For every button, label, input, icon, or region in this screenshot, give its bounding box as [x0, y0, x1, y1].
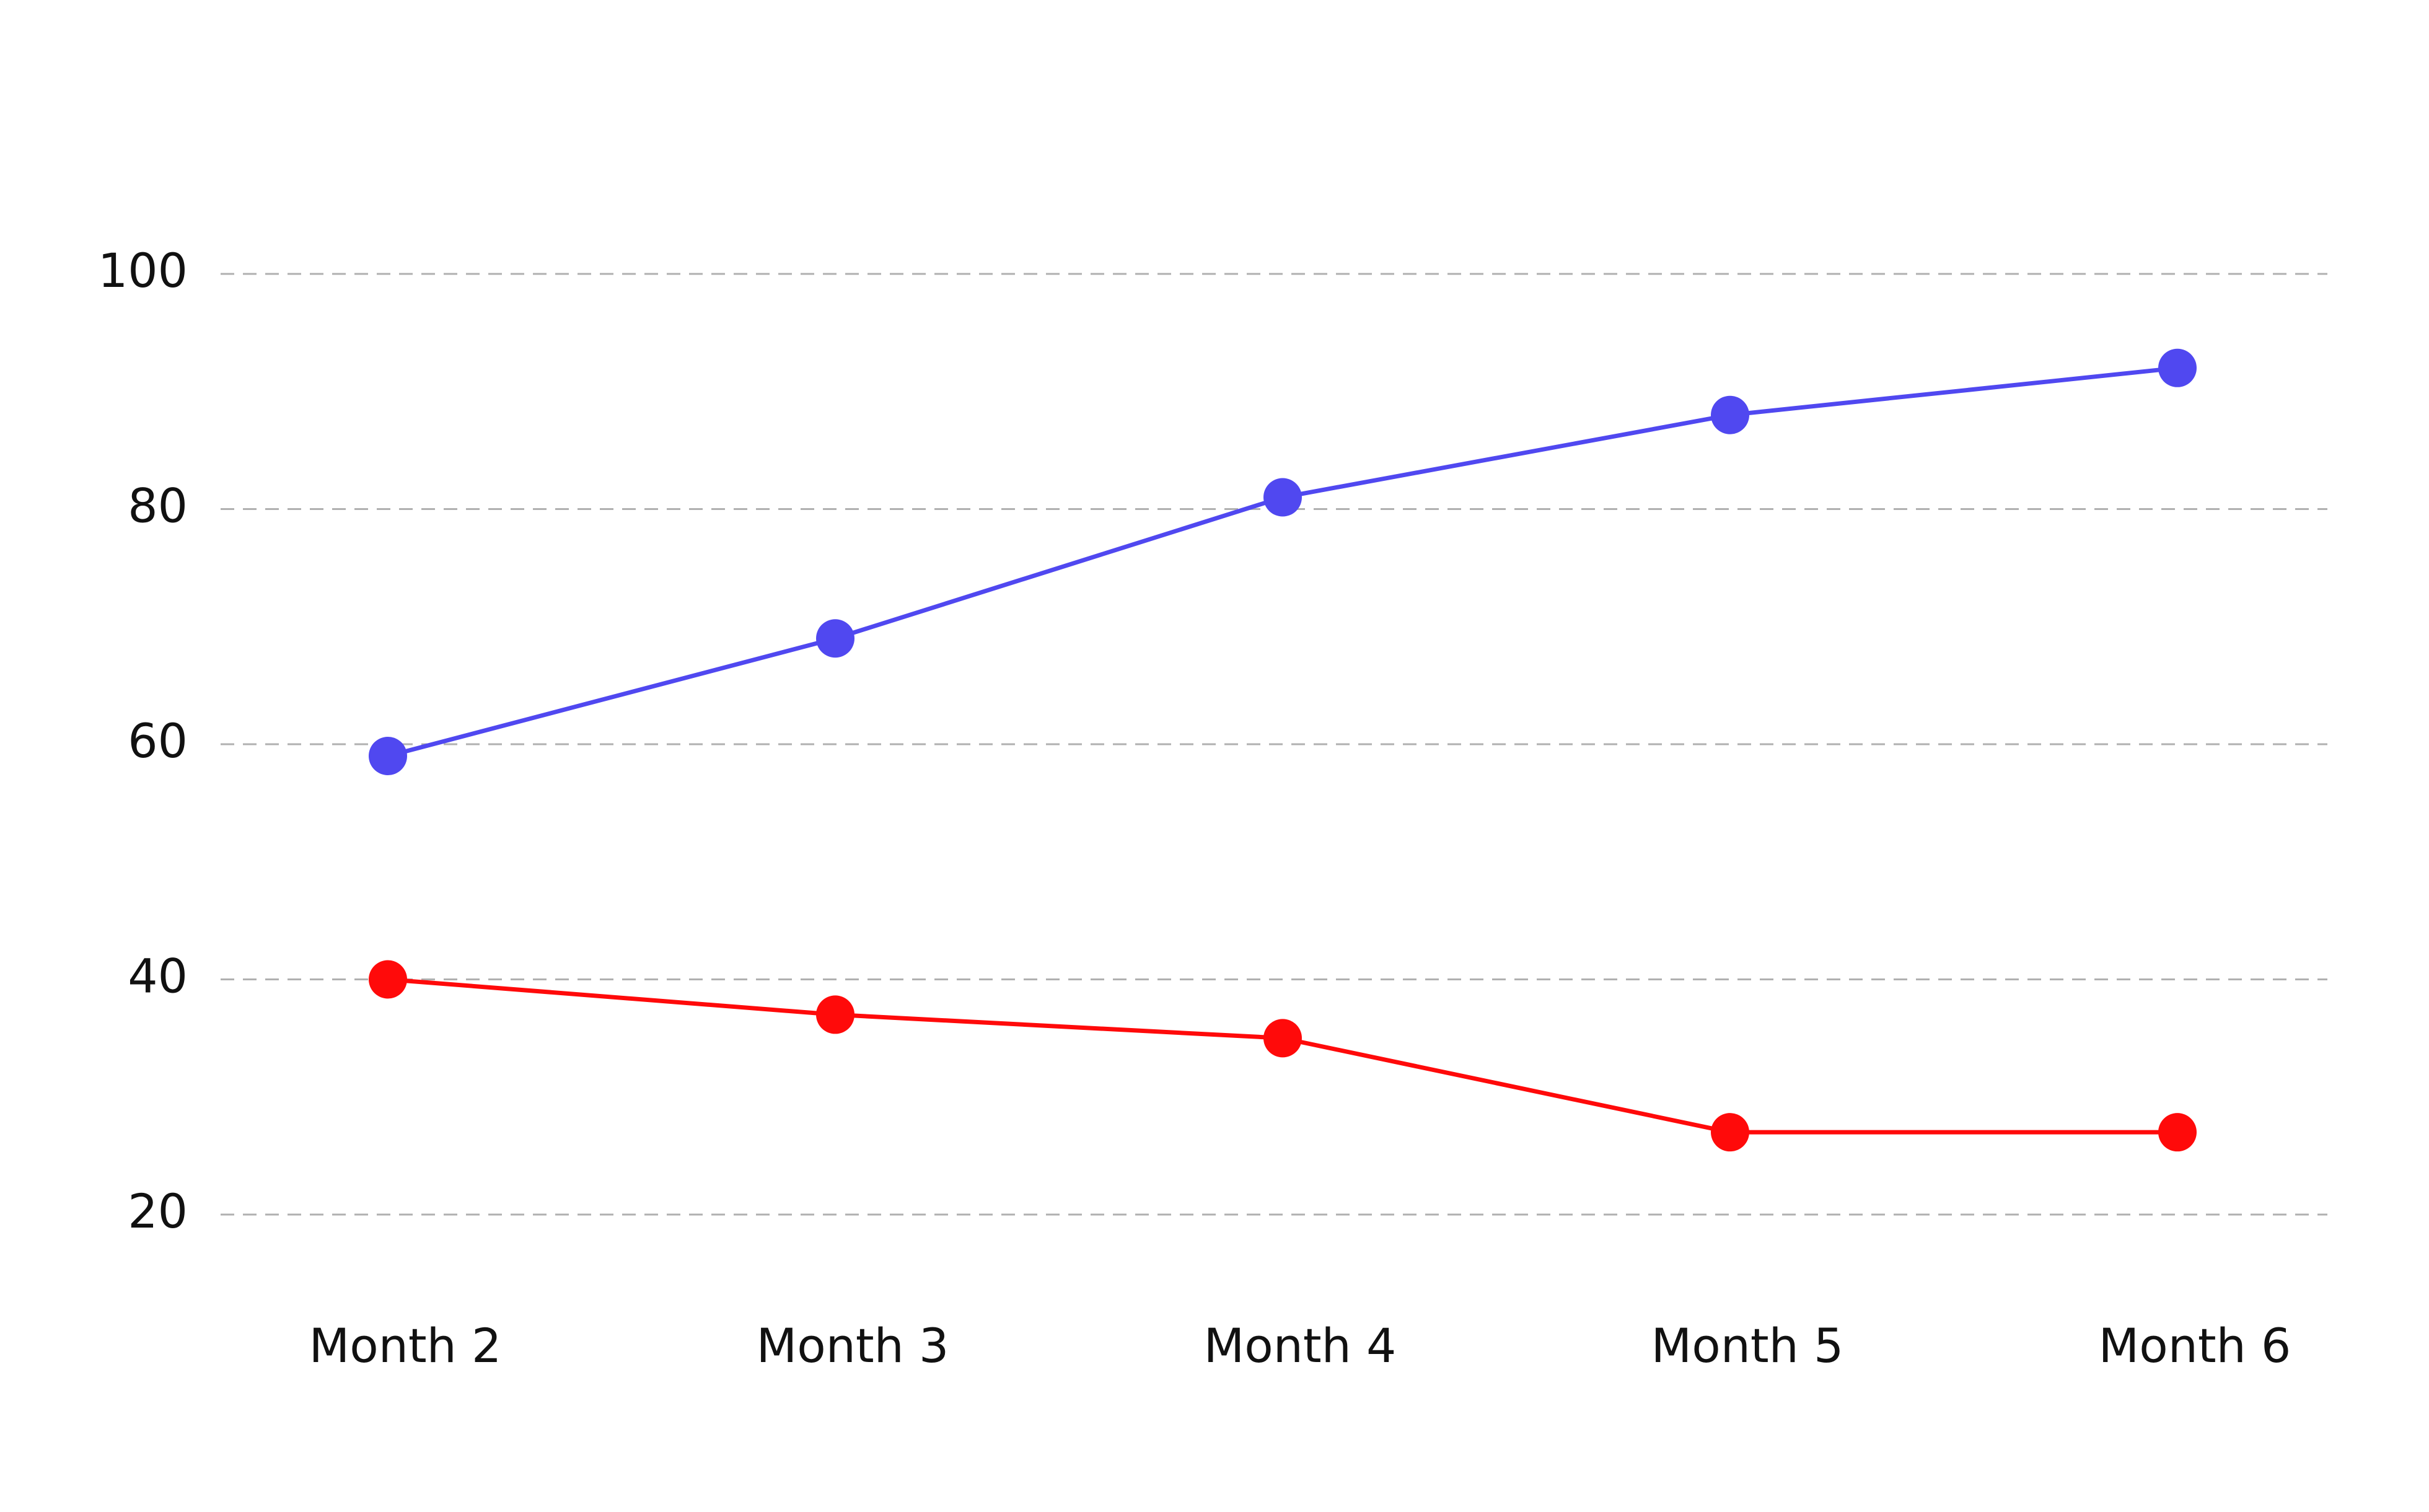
y-tick-label: 60: [128, 713, 188, 768]
y-tick-label: 80: [128, 478, 188, 533]
x-tick-label: Month 3: [757, 1318, 949, 1373]
data-point: [1711, 395, 1749, 434]
data-point: [369, 736, 407, 775]
x-tick-label: Month 6: [2099, 1318, 2291, 1373]
y-tick-label: 20: [128, 1184, 188, 1239]
data-point: [816, 995, 854, 1034]
y-tick-label: 40: [128, 948, 188, 1003]
series-line: [387, 366, 2178, 758]
data-point: [816, 619, 854, 658]
data-point: [369, 960, 407, 999]
data-point: [1711, 1113, 1749, 1152]
x-tick-label: Month 2: [309, 1318, 502, 1373]
x-tick-label: Month 5: [1651, 1318, 1844, 1373]
data-point: [2158, 1113, 2197, 1152]
x-tick-label: Month 4: [1204, 1318, 1397, 1373]
data-point: [1263, 1019, 1302, 1058]
data-point: [2158, 348, 2197, 387]
data-point: [1263, 478, 1302, 517]
y-tick-label: 100: [98, 243, 188, 298]
